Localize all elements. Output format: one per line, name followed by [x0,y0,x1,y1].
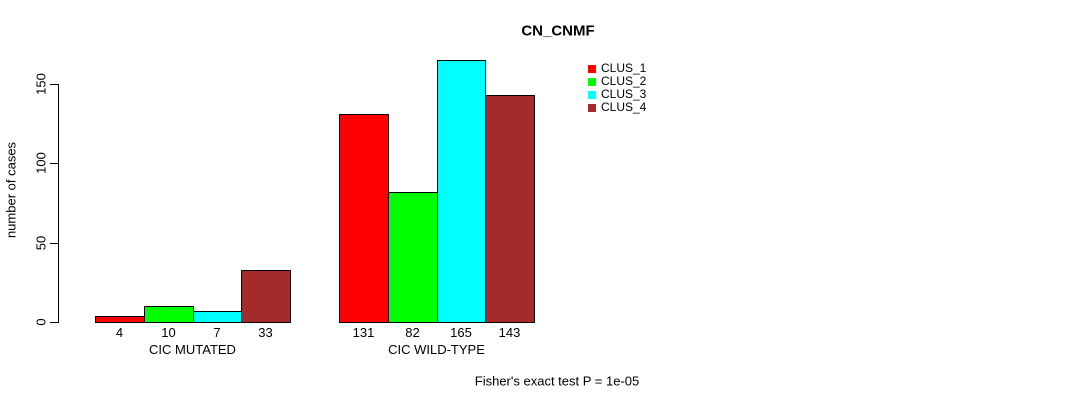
bar-clus_1-group2 [339,114,389,323]
group-label-2: CIC WILD-TYPE [388,342,485,357]
bar-clus_2-group2 [388,192,438,323]
legend-swatch-icon [588,103,596,112]
y-axis [58,84,59,323]
legend-swatch-icon [588,77,596,86]
legend-label: CLUS_4 [601,100,647,114]
annotation-fisher-test: Fisher's exact test P = 1e-05 [474,373,640,389]
y-tick-label-50: 50 [33,235,49,251]
legend-item-clus_4: CLUS_4 [588,101,646,114]
bar-clus_4-group1 [241,270,291,323]
legend: CLUS_1 CLUS_2 CLUS_3 CLUS_4 [588,62,646,114]
y-tick-label-100: 100 [33,152,49,174]
bar-clus_3-group1 [193,311,242,323]
legend-item-clus_3: CLUS_3 [588,88,646,101]
group-label-1: CIC MUTATED [149,342,236,357]
bar-value-label: 7 [213,325,221,340]
legend-item-clus_2: CLUS_2 [588,75,646,88]
y-tick-150 [50,84,58,85]
legend-label: CLUS_1 [601,61,647,75]
bar-value-label: 82 [405,325,420,340]
bar-value-label: 131 [352,325,375,340]
y-tick-100 [50,163,58,164]
chart-title: CN_CNMF [521,22,595,40]
legend-swatch-icon [588,64,596,73]
bar-clus_4-group2 [485,95,535,323]
legend-item-clus_1: CLUS_1 [588,62,646,75]
bar-value-label: 165 [450,325,472,340]
y-axis-label: number of cases [3,141,19,239]
legend-label: CLUS_3 [601,87,647,101]
y-tick-0 [50,322,58,323]
legend-label: CLUS_2 [601,74,647,88]
bar-clus_3-group2 [437,60,486,323]
bar-clus_2-group1 [144,306,194,323]
bar-value-label: 33 [258,325,273,340]
y-tick-label-150: 150 [33,73,49,95]
y-tick-50 [50,243,58,244]
bar-value-label: 4 [115,325,124,340]
legend-swatch-icon [588,90,596,99]
bar-value-label: 10 [161,325,176,340]
y-tick-label-0: 0 [33,318,49,326]
bar-clus_1-group1 [95,316,145,323]
bar-value-label: 143 [498,325,521,340]
